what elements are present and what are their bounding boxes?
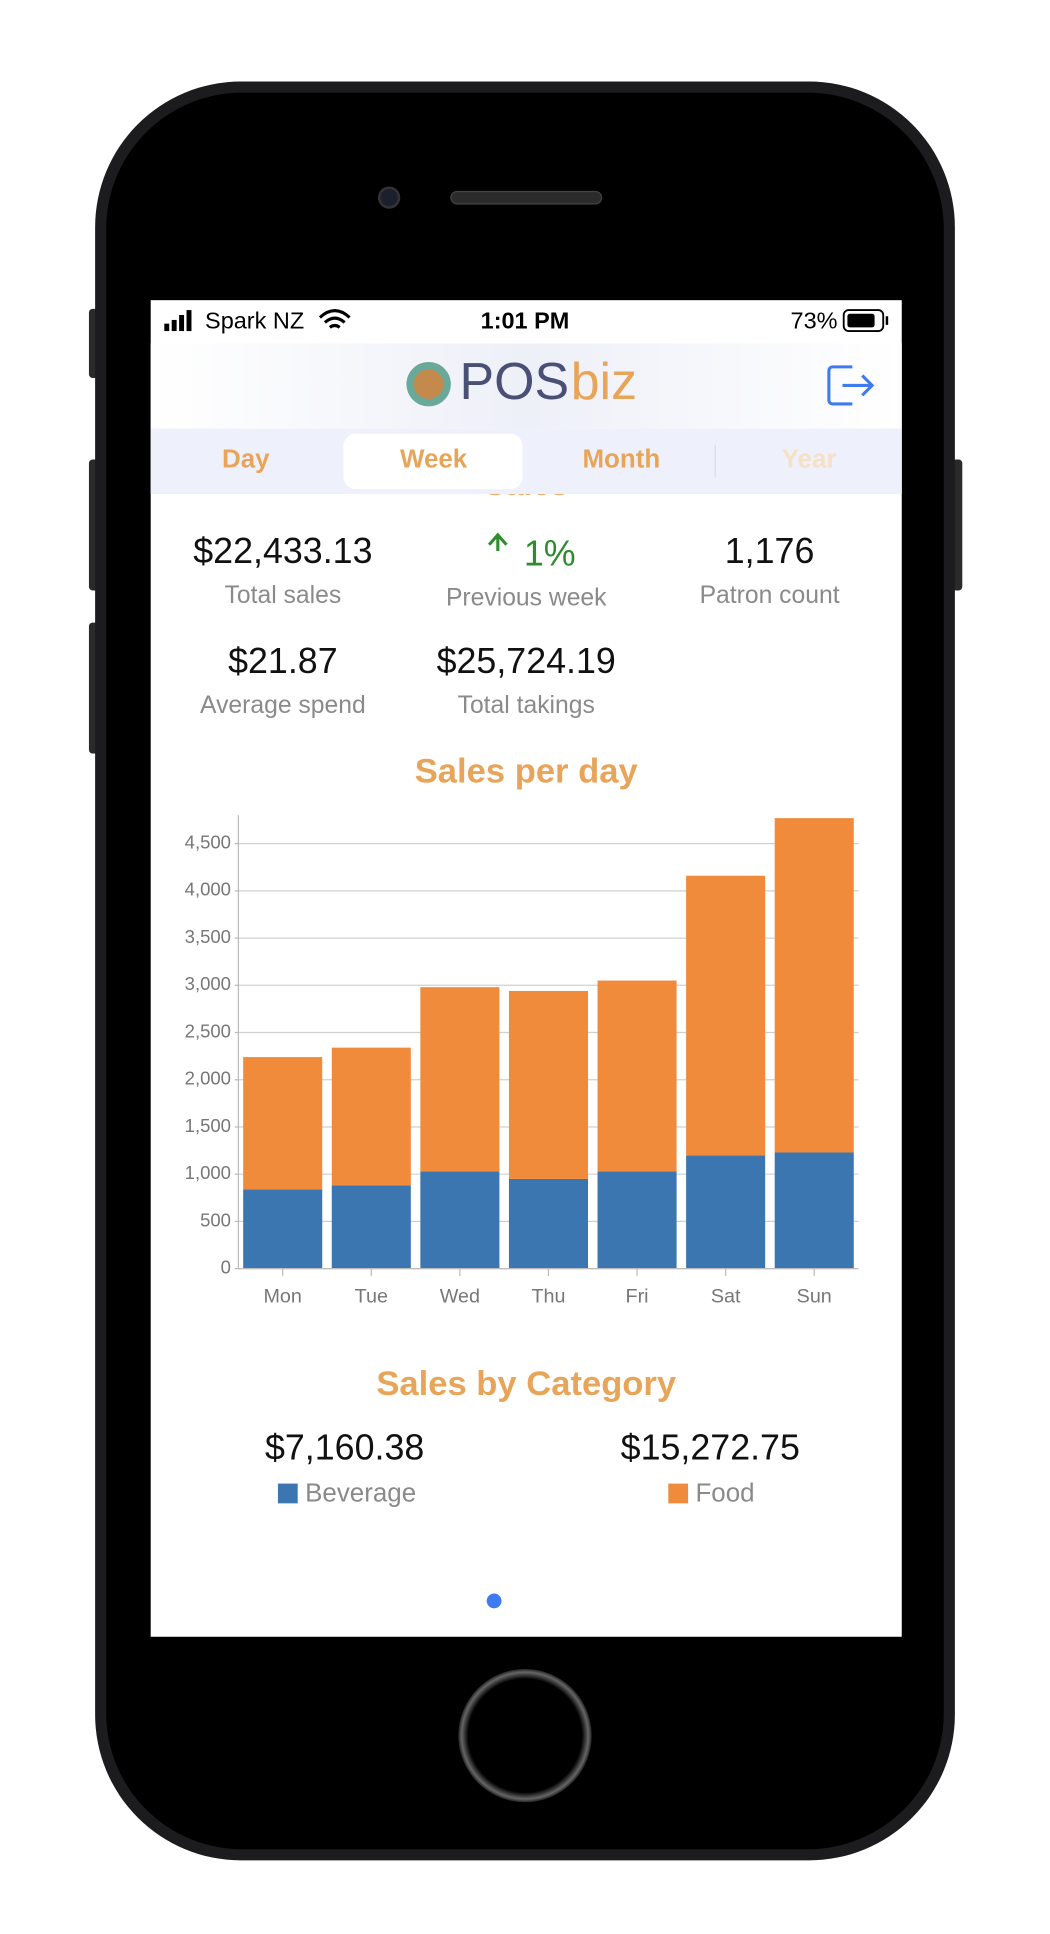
bar [420,1171,500,1269]
y-tick-label: 4,000 [185,879,231,900]
x-tick-label: Wed [440,1285,480,1307]
battery-tip [885,316,889,325]
y-tick-label: 4,500 [185,832,231,853]
y-tick-label: 3,500 [185,926,231,947]
stat-label: Patron count [700,582,840,609]
stats: $22,433.13 Total sales 1% Previous week 1,17… [193,531,839,719]
stat-label: Average spend [200,692,366,719]
logo-text: POS [460,352,570,410]
category-total: $7,160.38 [265,1428,424,1468]
stat-label: Previous week [446,585,607,612]
x-tick-label: Sun [797,1285,832,1307]
home-button[interactable] [458,1668,592,1803]
bar [331,1047,411,1186]
category-title: Sales by Category [376,1365,677,1403]
y-tick-label: 2,500 [185,1020,231,1041]
bar [508,990,588,1179]
stat-value: $22,433.13 [193,531,372,571]
carrier: Spark NZ [205,308,304,334]
up-arrow [488,532,508,551]
bar [331,1185,411,1269]
sales-chart: Sales per day 0 500 1,000 1,500 2,000 2,500 3,… [185,752,859,1307]
legend-swatch [277,1483,298,1504]
x-tick-label: Fri [626,1285,649,1307]
y-tick-label: 0 [221,1257,231,1278]
signal-bar [164,323,170,332]
page-indicator[interactable] [486,1593,502,1609]
chart-title: Sales per day [415,752,639,790]
signal-bar [179,314,185,332]
battery-level [847,313,875,328]
x-tick-label: Sat [711,1285,741,1307]
logout-icon[interactable] [842,374,875,397]
logo: POS biz [406,352,637,410]
tab[interactable]: Month [582,446,660,474]
scaled-root: Spark NZ 1:01 PM 73% POS biz Sales DayWe… [88,81,963,1861]
bar [597,1171,677,1269]
legend-label: Beverage [305,1480,416,1508]
bar [508,1178,588,1269]
bar [774,1152,854,1269]
bar [686,875,766,1156]
tab[interactable]: Year [782,446,837,474]
bar [774,818,854,1153]
category-section: Sales by Category $7,160.38 Beverage $15,2… [265,1365,800,1507]
legend-swatch [668,1483,689,1504]
bar [597,980,677,1172]
camera [377,186,401,209]
tab-bar: Day Week Month Year [150,428,902,495]
y-tick-label: 1,000 [185,1162,231,1183]
tab[interactable]: Day [222,446,270,474]
stat-value: $21.87 [228,641,338,681]
category-total: $15,272.75 [621,1428,800,1468]
bar [420,987,500,1172]
wifi-icon [318,309,351,329]
y-tick-label: 500 [200,1209,231,1230]
signal-bar [186,310,192,332]
logo-mark [413,369,444,399]
speaker [450,190,603,205]
status-bar: Spark NZ 1:01 PM 73% [164,308,889,334]
stat-value: $25,724.19 [437,641,616,681]
bar [243,1189,323,1269]
clock: 1:01 PM [481,308,570,334]
y-tick-label: 2,000 [185,1068,231,1089]
stat-label: Total sales [225,582,342,609]
tab-selected-bg [343,433,523,490]
bar [243,1057,323,1190]
x-tick-label: Thu [531,1285,565,1307]
stat-value: 1,176 [725,531,815,571]
stat-label: Total takings [458,692,595,719]
stat-value: 1% [524,533,576,573]
header-bar [150,343,902,429]
logout-button[interactable] [827,365,875,406]
x-tick-label: Tue [355,1285,388,1307]
x-tick-label: Mon [263,1285,301,1307]
logo-text: biz [571,352,637,410]
tab-bar-bg [150,428,902,495]
signal-bar [171,319,177,332]
battery-outline [842,309,885,332]
y-tick-label: 1,500 [185,1115,231,1136]
y-tick-label: 3,000 [185,973,231,994]
legend-label: Food [695,1480,754,1508]
tab[interactable]: Week [400,446,468,474]
bar [686,1155,766,1269]
logout-icon[interactable] [827,365,853,406]
battery-percent: 73% [791,308,838,334]
